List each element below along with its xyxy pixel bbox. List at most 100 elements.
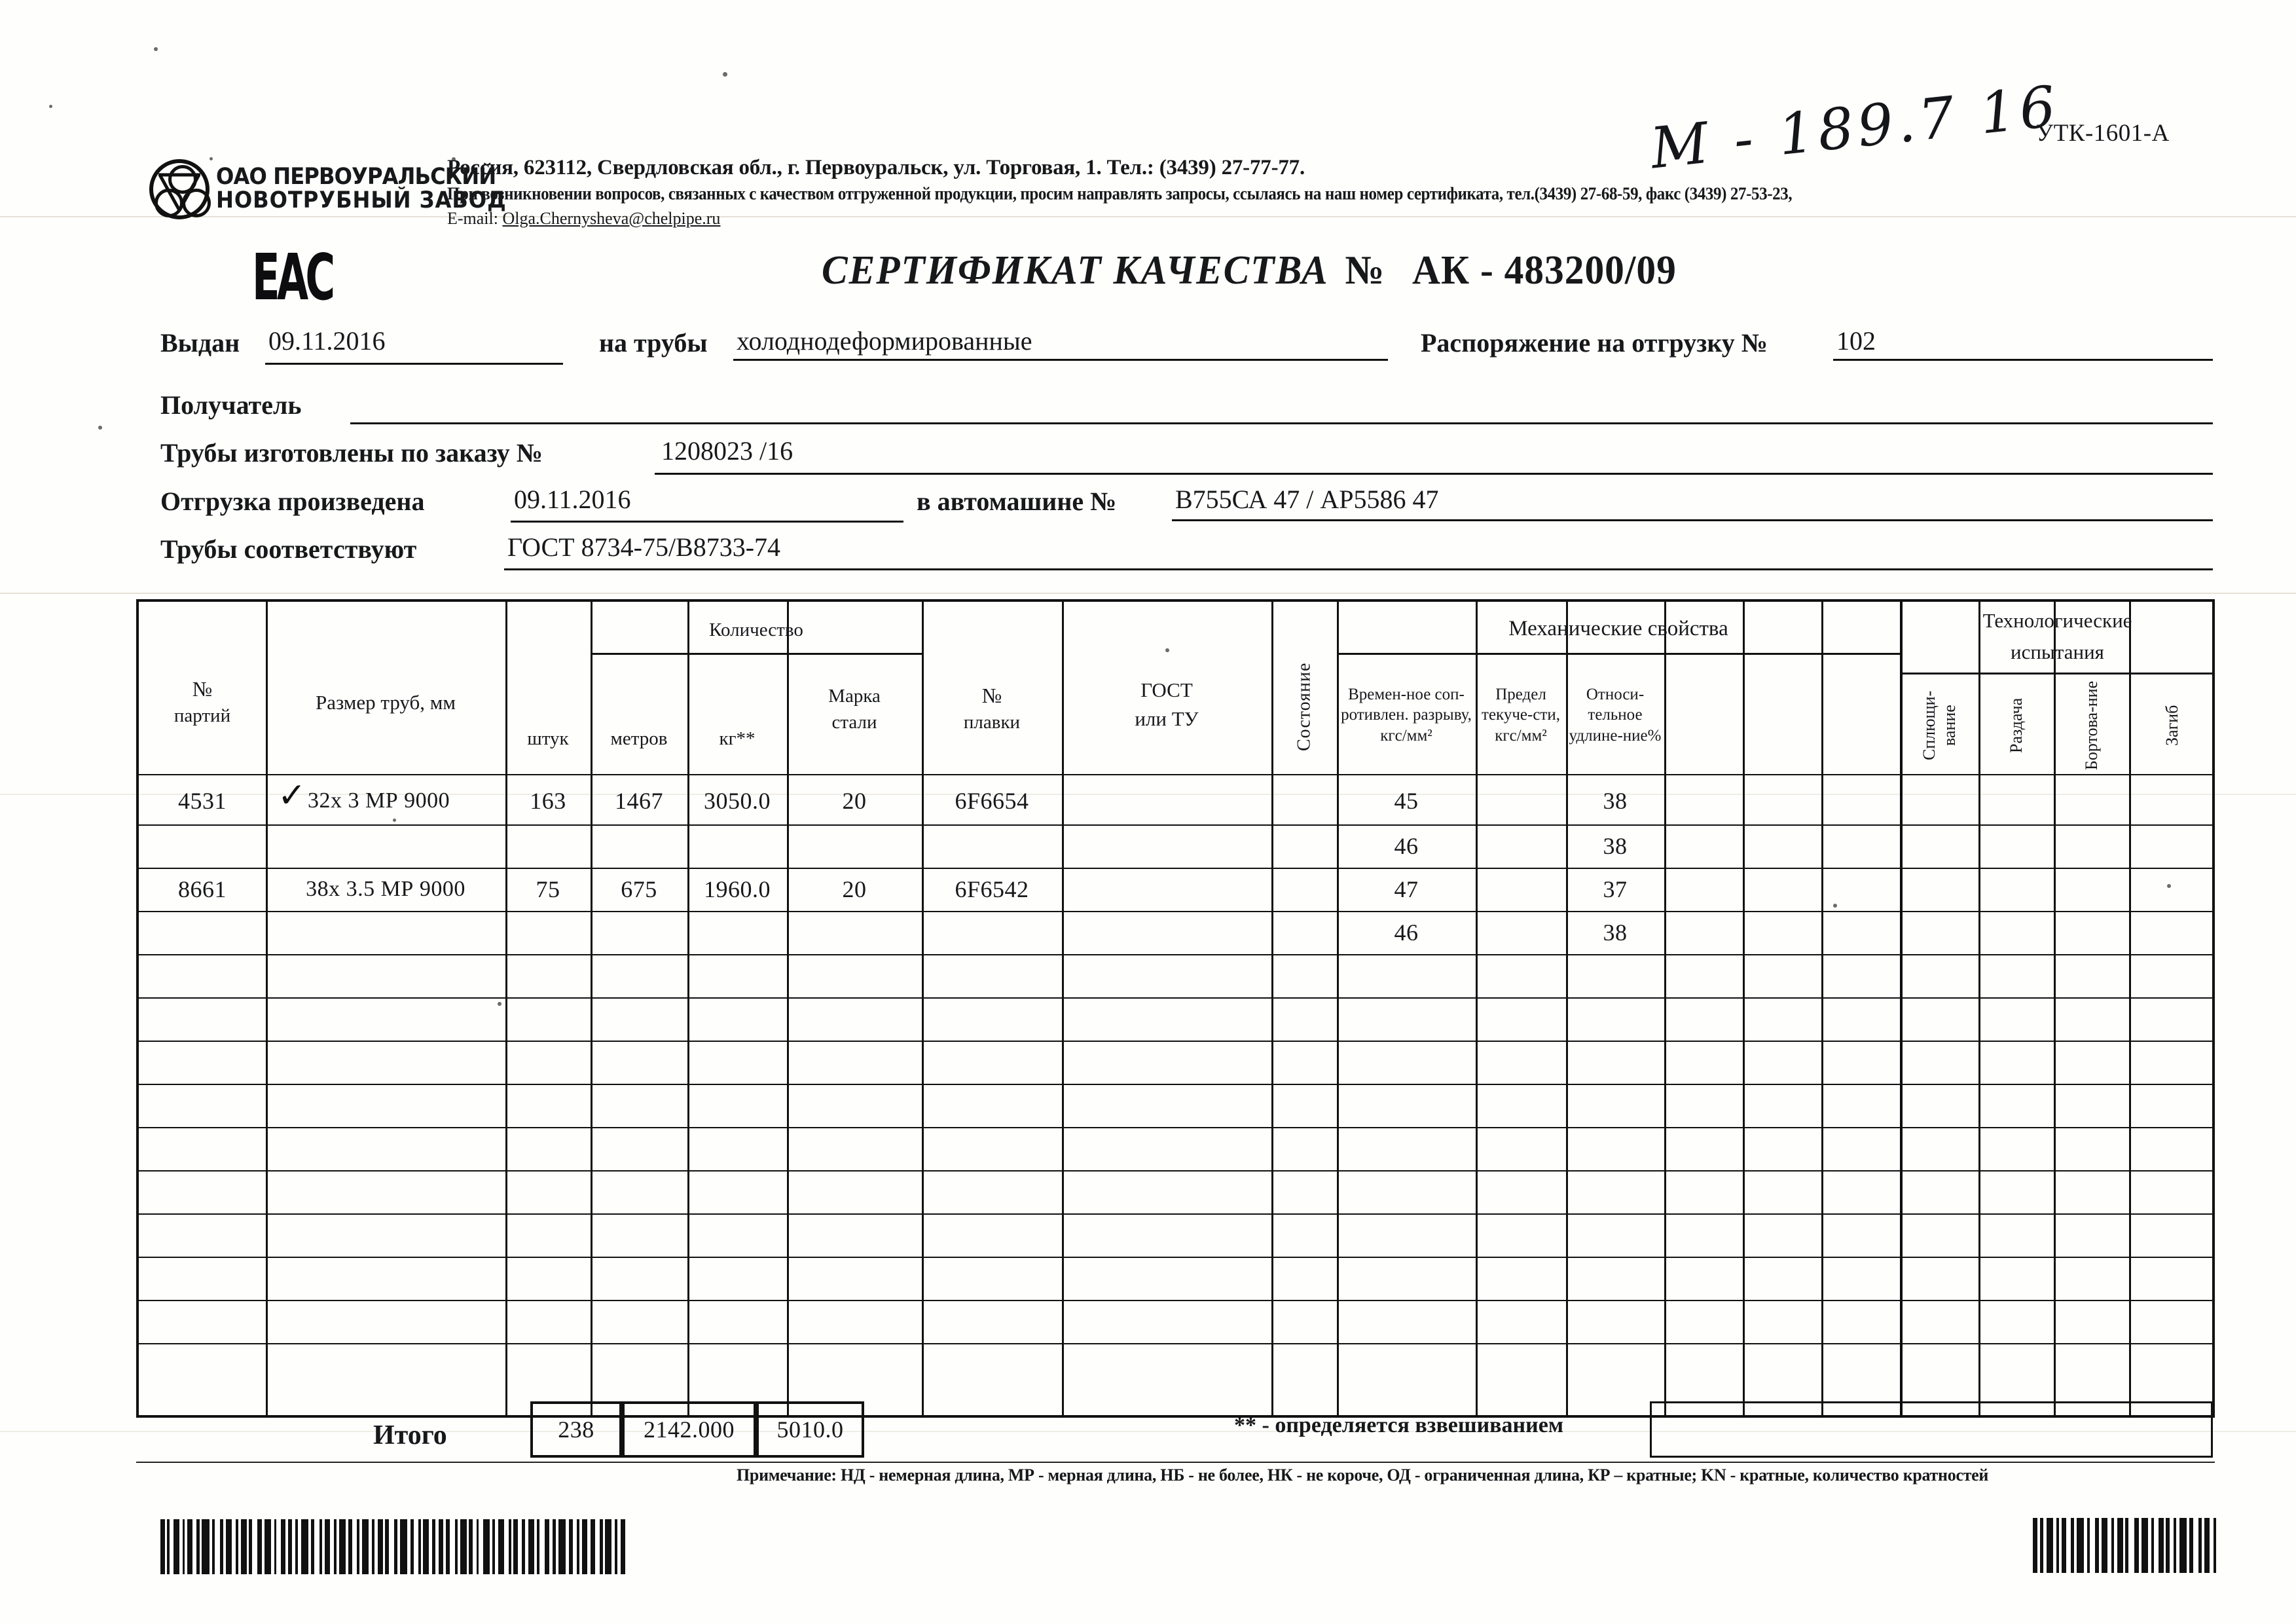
col-header-batch-line2: партий [173, 705, 231, 726]
conform-underline [504, 568, 2213, 570]
issued-label: Выдан [160, 328, 240, 358]
row-3-heat: 6F6542 [955, 876, 1029, 902]
scan-speck [49, 105, 52, 108]
order-made-value[interactable]: 1208023 /16 [661, 436, 793, 466]
pipes-label: на трубы [599, 328, 708, 358]
issued-underline [265, 363, 563, 365]
row-line-2 [139, 868, 2212, 869]
row-2-elongation: 38 [1603, 833, 1628, 859]
row-1-tensile: 45 [1394, 788, 1419, 814]
totals-label: Итого [373, 1420, 447, 1450]
company-address-block: Россия, 623112, Свердловская обл., г. Пе… [447, 156, 2032, 229]
col-sep-elong [1664, 602, 1666, 1415]
row-line-12 [139, 1300, 2212, 1301]
header-bottom-line [139, 774, 2212, 775]
col-header-steel-line1: Марка [828, 685, 881, 707]
email-link[interactable]: Olga.Chernysheva@chelpipe.ru [502, 209, 721, 228]
row-1-size: 32х 3 МР 9000 [308, 788, 450, 813]
row-1-meters: 1467 [615, 788, 663, 814]
conform-value[interactable]: ГОСТ 8734-75/В8733-74 [507, 532, 781, 562]
mechanical-group-underline [1337, 653, 1900, 655]
col-header-heat-line2: плавки [963, 711, 1021, 733]
form-code: УТК-1601-А [2036, 120, 2170, 147]
col-header-expansion: Раздача [2006, 697, 2026, 754]
col-header-size: Размер труб, мм [315, 690, 456, 714]
row-3-steel: 20 [842, 876, 867, 902]
col-sep-tensile [1476, 602, 1478, 1415]
company-note: При возникновении вопросов, связанных с … [447, 185, 1793, 204]
row-3-kg: 1960.0 [704, 876, 771, 902]
col-header-tensile: Времен-ное соп-ротивлен. разрыву, кгс/мм… [1341, 686, 1472, 745]
legend-footnote: Примечание: НД - немерная длина, МР - ме… [737, 1466, 1989, 1485]
row-1-pieces: 163 [530, 788, 566, 814]
col-sep-heat [1062, 602, 1064, 1415]
row-line-9 [139, 1170, 2212, 1172]
totals-right-box [1650, 1401, 2213, 1458]
order-value[interactable]: 102 [1836, 326, 1876, 356]
col-sep-meters [687, 602, 689, 1415]
row-1-batch: 4531 [178, 788, 227, 814]
shipment-value[interactable]: 09.11.2016 [514, 485, 631, 514]
barcode-right [2033, 1518, 2216, 1573]
col-header-gost-line1: ГОСТ [1140, 678, 1193, 701]
email-label: E-mail: [447, 209, 498, 228]
company-name: ОАО ПЕРВОУРАЛЬСКИЙ НОВОТРУБНЫЙ ЗАВОД [216, 166, 507, 212]
col-header-elongation: Относи-тельное удлине-ние% [1569, 686, 1662, 745]
col-header-extra2 [1743, 657, 1821, 773]
pntz-logo-icon [149, 159, 211, 219]
vehicle-value[interactable]: В755СА 47 / АР5586 47 [1175, 485, 1439, 514]
eac-mark-icon: ЕАС [252, 241, 335, 315]
scan-speck [393, 819, 396, 822]
title-number-label: № [1345, 248, 1385, 293]
scan-speck [1833, 904, 1837, 908]
page-title: СЕРТИФИКАТ КАЧЕСТВА № АК - 483200/09 [822, 248, 1677, 294]
col-sep-pieces [591, 602, 592, 1415]
totals-meters: 2142.000 [644, 1416, 735, 1443]
order-made-underline [655, 473, 2213, 475]
row-3-tensile: 47 [1394, 876, 1419, 902]
scan-speck [1165, 648, 1169, 652]
col-sep-state [1337, 602, 1339, 1415]
col-sep-extra1 [1743, 602, 1745, 1415]
pipes-value[interactable]: холоднодеформированные [737, 326, 1032, 356]
row-3-meters: 675 [621, 876, 657, 902]
group-header-mechanical: Механические свойства [1508, 616, 1728, 640]
logo-triangle-icon [158, 173, 200, 210]
totals-pieces: 238 [558, 1416, 594, 1443]
col-sep-batch [266, 602, 268, 1415]
scan-speck [452, 157, 456, 161]
row-line-6 [139, 1041, 2212, 1042]
totals-kg: 5010.0 [776, 1416, 844, 1443]
row-line-3 [139, 911, 2212, 912]
row-2-tensile: 46 [1394, 833, 1419, 859]
col-header-state: Состояние [1294, 662, 1315, 751]
row-line-8 [139, 1127, 2212, 1128]
issued-value[interactable]: 09.11.2016 [268, 326, 386, 356]
col-header-flattening: Сплющи-вание [1919, 690, 1959, 761]
row-line-5 [139, 997, 2212, 999]
row-1-steel: 20 [842, 788, 867, 814]
row-3-elongation: 37 [1603, 876, 1628, 902]
order-label: Распоряжение на отгрузку № [1421, 328, 1768, 358]
company-name-line2: НОВОТРУБНЫЙ ЗАВОД [216, 187, 507, 213]
row-line-1 [139, 824, 2212, 826]
technological-group-underline [1900, 673, 2215, 674]
col-sep-flatten [1978, 602, 1980, 1415]
scan-speck [154, 47, 158, 51]
pipes-underline [733, 359, 1388, 361]
legend-top-rule [136, 1462, 2215, 1463]
col-sep-expansion [2054, 602, 2056, 1415]
scan-streak [0, 1431, 2296, 1432]
scan-streak [0, 794, 2296, 795]
col-header-extra3 [1821, 657, 1900, 773]
row-line-11 [139, 1257, 2212, 1258]
col-header-kg: кг** [719, 728, 756, 749]
col-header-yield: Предел текуче-сти, кгс/мм² [1482, 686, 1560, 745]
row-3-batch: 8661 [178, 876, 227, 902]
col-header-extra1 [1664, 657, 1743, 773]
group-header-technological-line1: Технологические [1982, 608, 2132, 632]
col-sep-size [505, 602, 507, 1415]
barcode-left [160, 1519, 626, 1574]
scan-speck [723, 72, 727, 77]
col-sep-yield [1566, 602, 1568, 1415]
